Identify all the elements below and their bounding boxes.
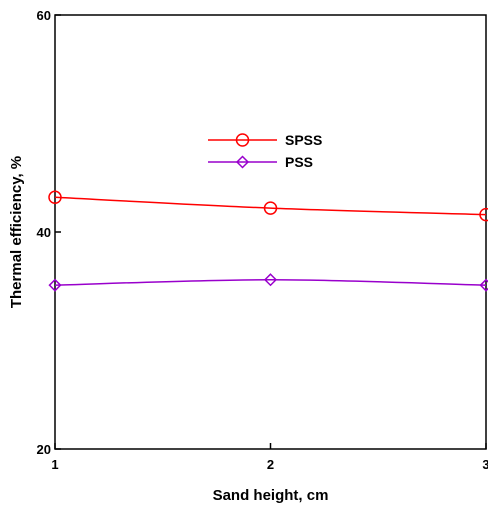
y-tick-label: 40 [37, 225, 51, 240]
data-point-spss [263, 201, 278, 215]
series-layer [48, 190, 488, 292]
ticks-layer: 20 40 60 1 2 3 [37, 8, 488, 472]
x-tick-label: 3 [482, 457, 488, 472]
legend: SPSS PSS [208, 132, 322, 170]
series-spss [48, 190, 488, 222]
data-point-pss [48, 278, 62, 292]
legend-label-spss: SPSS [285, 132, 322, 148]
data-point-pss [263, 273, 278, 287]
legend-item-spss: SPSS [208, 132, 322, 148]
series-line-pss [54, 278, 487, 286]
x-axis-title: Sand height, cm [213, 487, 329, 504]
x-tick-label: 1 [51, 457, 58, 472]
y-tick-label: 60 [37, 8, 51, 23]
plot-area [54, 14, 487, 450]
x-tick-label: 2 [267, 457, 274, 472]
legend-marker-spss [235, 133, 250, 147]
data-point-spss [48, 190, 62, 205]
series-line-spss [54, 196, 487, 216]
plot-frame [54, 14, 487, 450]
legend-marker-pss [235, 155, 250, 169]
legend-label-pss: PSS [285, 154, 313, 170]
data-point-spss [479, 207, 488, 222]
y-tick-label: 20 [37, 442, 51, 457]
data-point-pss [479, 278, 488, 292]
series-pss [48, 273, 488, 292]
y-axis-title: Thermal efficiency, % [8, 156, 25, 308]
legend-item-pss: PSS [208, 154, 313, 170]
